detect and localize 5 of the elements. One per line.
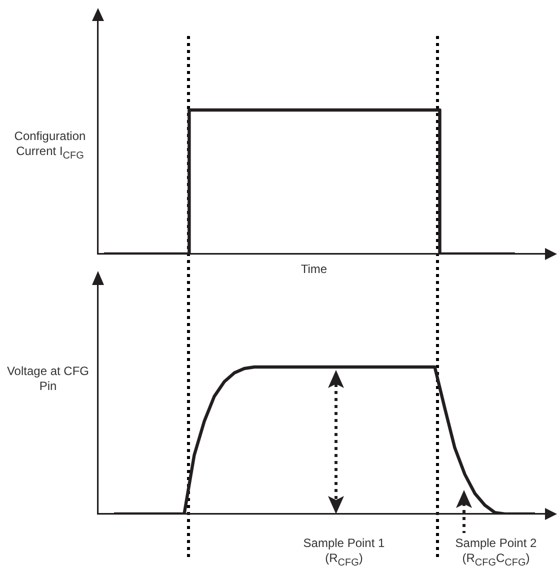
text: Sample Point 1 (R$_{CFG}$) [302,536,386,567]
x-axis-title: Time [300,262,328,277]
text: Sample Point 2 (R$_{CFG}$C$_{CFG}$) [454,536,538,567]
y-axis-title: Configuration Current I$_{CFG}$ [13,129,87,164]
y-axis-title: Voltage at CFG Pin [6,364,90,394]
